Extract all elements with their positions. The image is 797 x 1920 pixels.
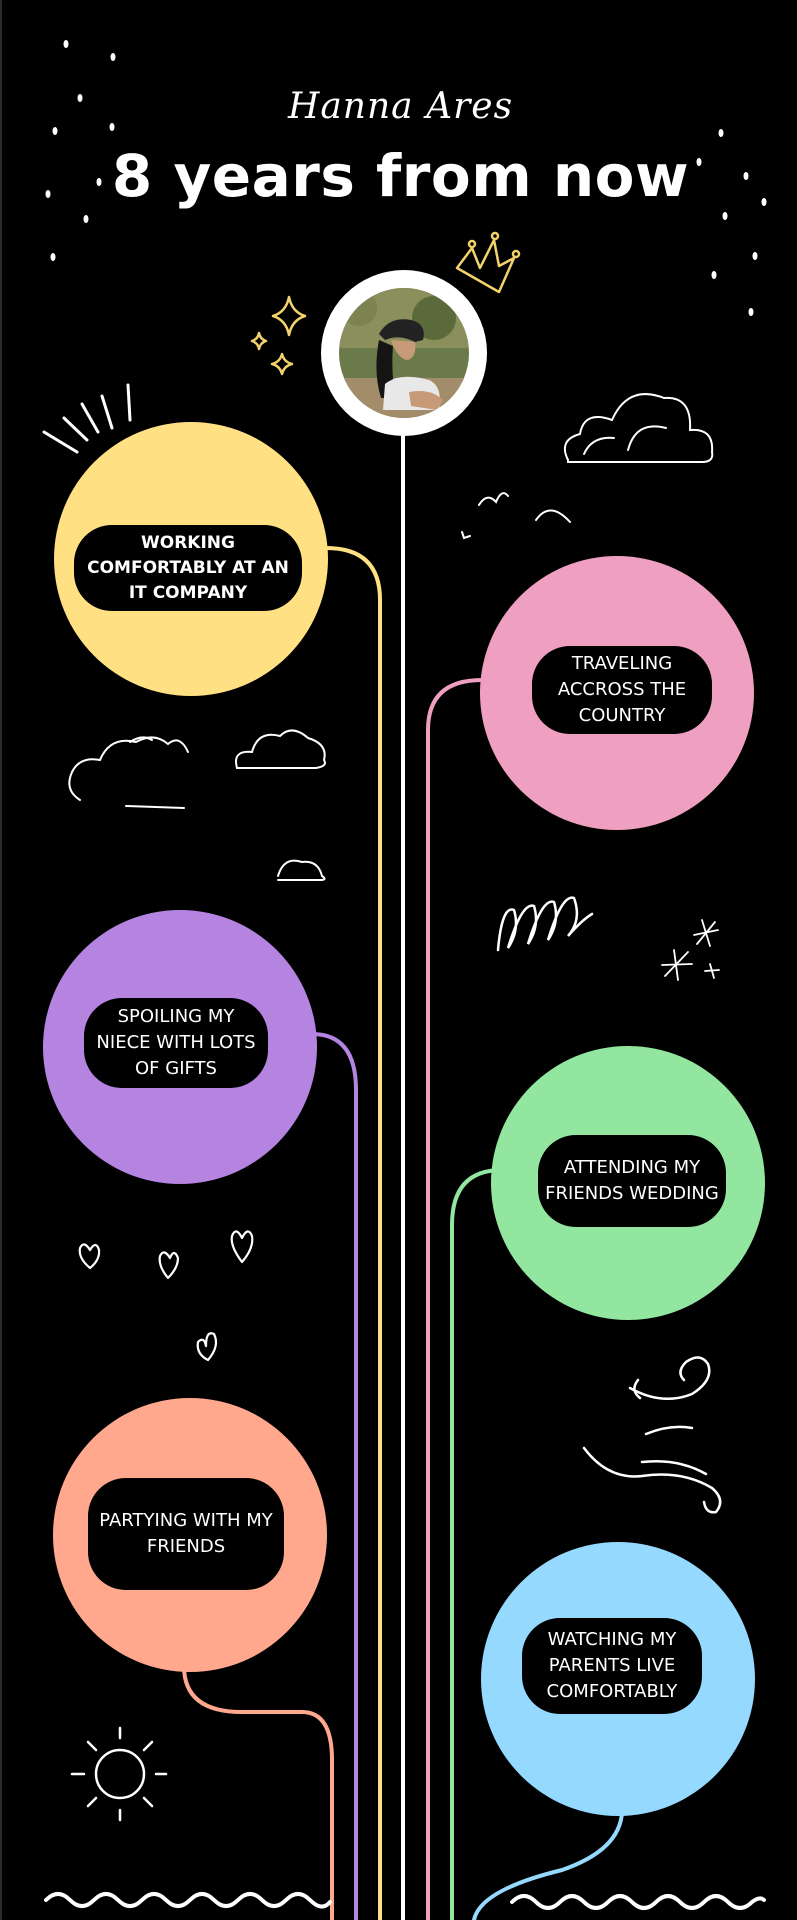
sun-icon bbox=[70, 1726, 168, 1822]
goal-label-3: SPOILING MY NIECE WITH LOTS OF GIFTS bbox=[84, 998, 268, 1088]
goal-label-2: TRAVELING ACCROSS THE COUNTRY bbox=[532, 646, 712, 734]
avatar-illustration bbox=[339, 288, 469, 418]
burst-icon bbox=[42, 383, 132, 454]
goal-label-6: WATCHING MY PARENTS LIVE COMFORTABLY bbox=[522, 1618, 702, 1714]
goal-label-5: PARTYING WITH MY FRIENDS bbox=[88, 1478, 284, 1590]
connector-line-yellow bbox=[324, 546, 382, 1920]
wind-icon bbox=[582, 1356, 722, 1514]
connector-line-blue bbox=[472, 1810, 624, 1920]
sparkle-icon bbox=[250, 295, 307, 376]
cloud-icon bbox=[68, 393, 714, 881]
connector-line-purple bbox=[310, 1032, 358, 1920]
author-name: Hanna Ares bbox=[287, 86, 514, 127]
star-doodle-icon bbox=[661, 919, 720, 981]
crown-icon bbox=[455, 231, 521, 294]
avatar-photo bbox=[339, 288, 469, 418]
connector-line-green bbox=[450, 1168, 504, 1920]
connector-line-pink bbox=[426, 678, 484, 1920]
wave-icon bbox=[44, 1892, 766, 1910]
swirl-icon bbox=[496, 896, 594, 952]
raindrops-icon bbox=[45, 40, 767, 316]
connector-line-orange bbox=[182, 1664, 334, 1920]
heart-icon bbox=[78, 1230, 254, 1362]
goal-label-4: ATTENDING MY FRIENDS WEDDING bbox=[538, 1135, 726, 1227]
page-title: 8 years from now bbox=[111, 142, 690, 210]
bird-icon bbox=[461, 492, 571, 540]
goal-label-1: WORKING COMFORTABLY AT AN IT COMPANY bbox=[74, 525, 302, 611]
